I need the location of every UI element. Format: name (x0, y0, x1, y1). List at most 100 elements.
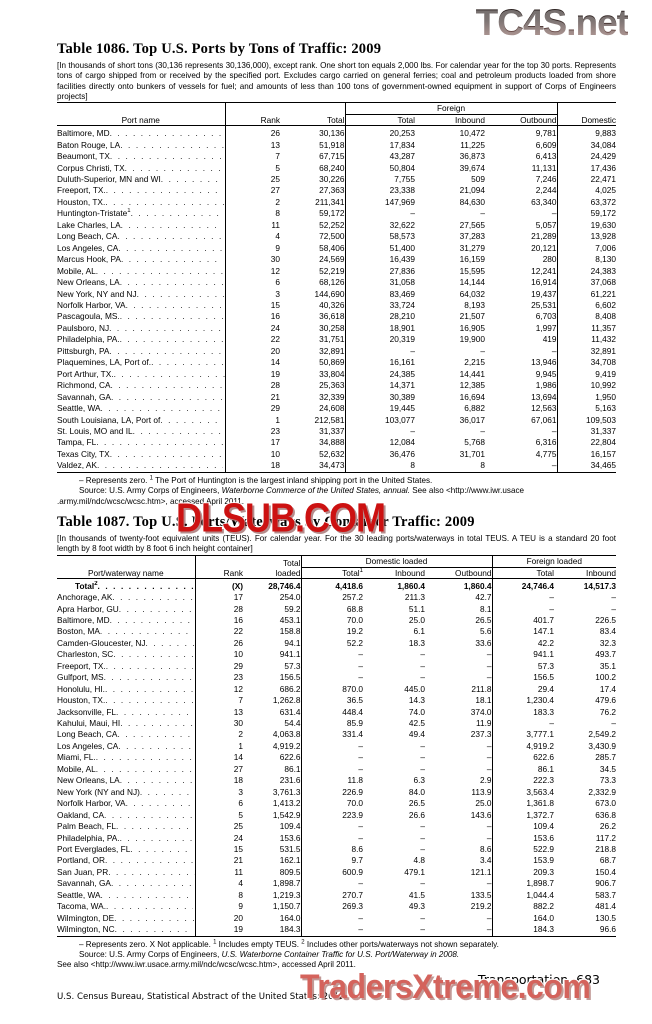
row-label: Baltimore, MD (57, 615, 195, 626)
cell-foreign-inbound: 218.8 (595, 844, 617, 855)
leader-dots (131, 208, 224, 219)
cell-foreign-inbound: – (611, 603, 617, 614)
row-label-text: Richmond, CA (57, 380, 111, 391)
cell-domestic: 16,157 (556, 448, 617, 461)
cell-foreign-total: 27,836 (344, 265, 415, 278)
cell-foreign-total: 1,361.8 (491, 798, 554, 810)
cell-total: 34,473 (319, 460, 345, 471)
cell-total-loaded: 59.2 (284, 603, 301, 614)
leader-dots (113, 649, 194, 660)
cell-foreign-total: 32,622 (344, 219, 415, 232)
cell-foreign-inbound: 2,215 (464, 357, 485, 368)
leader-dots (126, 300, 225, 311)
leader-dots (125, 163, 224, 174)
row-label: Pascagoula, MS. (57, 311, 225, 322)
cell-foreign-inbound: 3,430.9 (588, 740, 617, 751)
row-label: Long Beach, CA (57, 231, 225, 242)
cell-domestic-total: 85.9 (300, 718, 363, 730)
row-label: Palm Beach, FL (57, 821, 195, 832)
cell-domestic-total: 4,418.6 (300, 580, 363, 593)
cell-domestic: 5,163 (556, 403, 617, 415)
row-label: Tacoma, WA. (57, 901, 195, 912)
leader-dots (151, 357, 223, 368)
cell-rank: 13 (194, 706, 243, 719)
cell-foreign-total: 184.3 (491, 924, 554, 936)
cell-rank: 29 (224, 403, 280, 415)
cell-total: 212,581 (314, 414, 345, 425)
row-label-text: St. Louis, MO and IL (57, 425, 133, 436)
cell-rank: 30 (224, 254, 280, 266)
cell-foreign-total: 622.6 (491, 752, 554, 764)
row-label: Kahului, Maui, HI (57, 718, 195, 729)
cell-foreign-outbound: 19,437 (531, 288, 557, 299)
column-header-domestic: Domestic (556, 115, 617, 126)
cell-domestic-outbound: – (486, 924, 492, 935)
cell-rank: 4 (194, 878, 243, 890)
cell-domestic-outbound: 121.1 (470, 866, 492, 877)
table-1087-head: Port/waterway name Total Domestic loaded… (57, 554, 617, 581)
cell-foreign-total: 33,724 (344, 299, 415, 312)
cell-domestic-outbound: – (486, 912, 492, 923)
cell-rank: 30 (194, 718, 243, 730)
row-label-text: Seattle, WA (57, 889, 101, 900)
cell-rank: 14 (224, 357, 280, 369)
row-label-text: Long Beach, CA (57, 231, 118, 242)
cell-total-loaded: 57.3 (284, 660, 301, 671)
cell-foreign-total: 3,777.1 (491, 729, 554, 741)
cell-domestic-inbound: 6.3 (413, 775, 425, 786)
cell-total: 52,252 (319, 219, 345, 230)
row-label: Freeport, TX. (57, 661, 195, 672)
cell-foreign-inbound: 27,565 (459, 219, 485, 230)
cell-foreign-outbound: 1,997 (535, 322, 557, 333)
row-label: Philadelphia, PA. (57, 334, 225, 345)
cell-foreign-total: – (344, 425, 415, 438)
leader-dots (108, 867, 195, 878)
footnote-dash-1087: – Represents zero. X Not applicable. (79, 939, 211, 949)
row-label-text: Anchorage, AK (57, 592, 113, 603)
header-spacer-rank-1087 (194, 554, 243, 568)
row-label-text: Wilmington, NC (57, 924, 115, 935)
leader-dots (117, 231, 225, 242)
cell-foreign-inbound: 130.5 (595, 912, 617, 923)
row-label-text: Philadelphia, PA. (57, 832, 120, 843)
row-label: Corpus Christi, TX (57, 163, 225, 174)
leader-dots (96, 764, 195, 775)
leader-dots (120, 277, 225, 288)
cell-rank: 1 (224, 414, 280, 426)
row-label: Paulsboro, NJ (57, 323, 225, 334)
column-header-portwaterway-name: Port/waterway name (57, 554, 195, 579)
leader-dots (120, 718, 195, 729)
leader-dots (98, 581, 194, 592)
table-row: Kahului, Maui, HI3054.485.942.511.9–– (57, 718, 616, 730)
row-label: Los Angeles, CA (57, 741, 195, 752)
cell-foreign-inbound: 285.7 (595, 752, 617, 763)
cell-total-loaded: 231.6 (279, 775, 301, 786)
row-label: Jacksonville, FL (57, 707, 195, 718)
cell-domestic-inbound: – (420, 912, 425, 923)
cell-total: 33,804 (319, 368, 345, 379)
row-label-text: Freeport, TX. (57, 660, 106, 671)
cell-rank: (X) (194, 580, 243, 593)
leader-dots (116, 821, 194, 832)
cell-rank: 17 (194, 592, 243, 604)
row-label: Oakland, CA (57, 810, 195, 821)
cell-foreign-total: 4,919.2 (491, 740, 554, 753)
table-1086-headnote: [In thousands of short tons (30,136 repr… (57, 61, 616, 101)
source-label-1086: Source: U.S. Army Corps of Engineers, (79, 486, 220, 496)
cell-domestic-inbound: 18.3 (408, 637, 425, 648)
leader-dots (111, 380, 225, 391)
footer-attribution: U.S. Census Bureau, Statistical Abstract… (57, 992, 345, 1002)
cell-foreign-inbound: 21,094 (459, 185, 485, 196)
cell-rank: 2 (194, 729, 243, 741)
cell-domestic-inbound: 74.0 (408, 706, 425, 717)
cell-foreign-total: 1,898.7 (491, 878, 554, 890)
